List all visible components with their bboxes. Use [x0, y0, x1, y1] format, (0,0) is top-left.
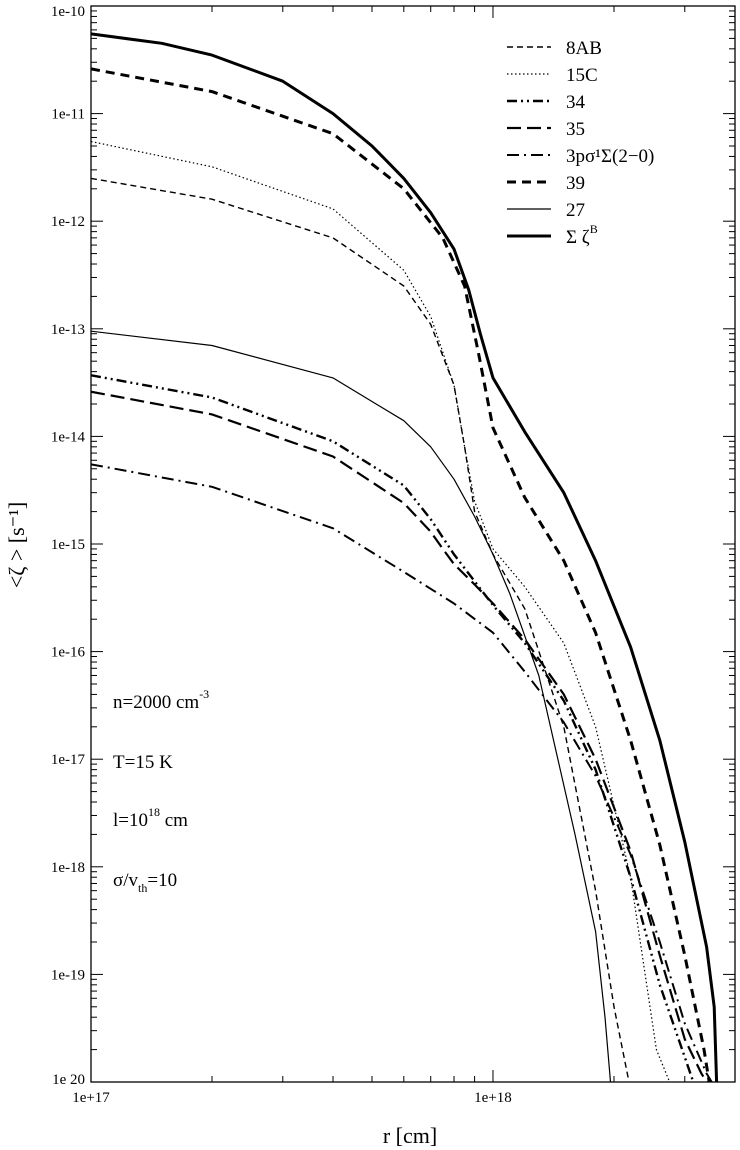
y-tick-label: 1e-12: [51, 214, 85, 230]
y-tick-label: 1e-11: [51, 107, 85, 123]
y-tick-label: 1e-15: [51, 537, 85, 553]
series-line-2: [91, 140, 671, 1082]
y-tick-label: 1e-16: [51, 645, 86, 661]
legend-label: 34: [566, 92, 586, 113]
x-tick-label: 1e+17: [72, 1090, 110, 1106]
axis-ticks: [90, 5, 736, 1083]
legend-label: 15C: [566, 65, 598, 86]
series-line-6: [91, 67, 711, 1082]
legend-label: 35: [566, 119, 585, 140]
legend-label: Σ ζB: [566, 222, 598, 248]
y-tick-label: 1e-14: [51, 429, 86, 445]
y-tick-label: 1e-19: [51, 967, 85, 983]
series-line-4: [91, 390, 708, 1082]
series-lines: [91, 32, 719, 1082]
annotation-temperature: T=15 K: [113, 752, 173, 773]
annotation-sigma: σ/vth=10: [113, 870, 177, 895]
y-tick-label: 1e-13: [51, 322, 85, 338]
series-line-8: [91, 32, 719, 1082]
legend-label: 39: [566, 173, 585, 194]
x-axis-title: r [cm]: [383, 1123, 437, 1148]
annotation-density: n=2000 cm-3: [113, 687, 209, 713]
series-line-1: [91, 177, 630, 1082]
y-tick-label: 1e-17: [51, 752, 86, 768]
annotation-length: l=1018 cm: [113, 805, 188, 831]
y-tick-label: 1e-10: [51, 4, 85, 20]
legend-label: 3pσ¹Σ(2−0): [566, 146, 654, 167]
y-tick-label: 1e-18: [51, 860, 85, 876]
legend: 8AB 15C 34 35 3pσ¹Σ(2−0) 39 27Σ ζB: [507, 38, 654, 248]
y-axis-title: <ζ > [s⁻¹]: [4, 502, 29, 588]
axis-tick-labels: 1e-10 1e-11 1e-12 1e-13 1e-14 1e-15 1e-16 1e-17…: [51, 4, 512, 1106]
series-line-5: [91, 463, 713, 1082]
legend-label: 27: [566, 200, 585, 221]
series-line-3: [91, 374, 695, 1082]
legend-label: 8AB: [566, 38, 602, 59]
x-tick-label: 1e+18: [474, 1090, 512, 1106]
series-line-7: [91, 330, 612, 1082]
plot-frame: [90, 5, 736, 1083]
y-tick-label: 1e 20: [52, 1072, 85, 1088]
